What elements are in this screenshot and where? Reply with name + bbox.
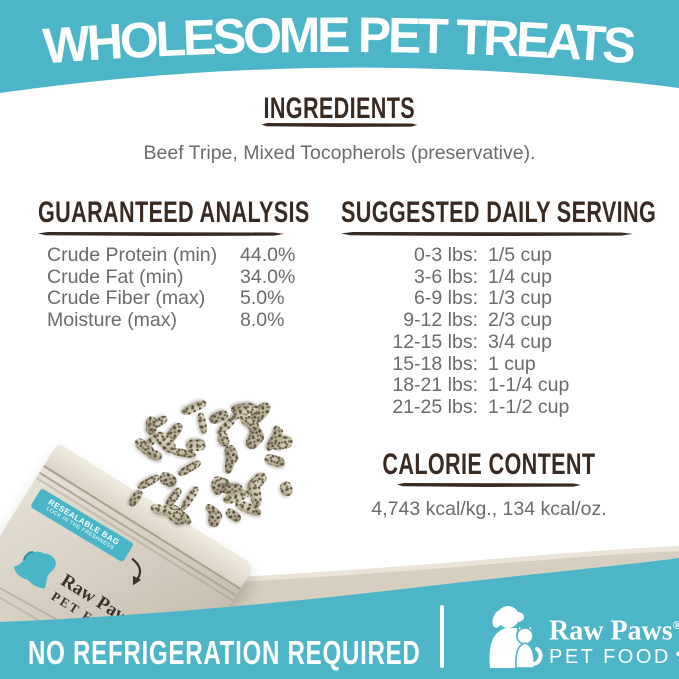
serving-amount: 1/3 cup bbox=[488, 287, 552, 310]
analysis-label: Crude Protein (min) bbox=[47, 244, 218, 266]
serving-weight: 21-25 lbs: bbox=[392, 395, 478, 418]
serving-row: 12-15 lbs: 3/4 cup bbox=[341, 330, 641, 354]
serving-weight: 15-18 lbs: bbox=[392, 352, 478, 375]
analysis-value: 5.0% bbox=[240, 287, 285, 310]
daily-serving-heading-text: SUGGESTED DAILY SERVING bbox=[341, 196, 657, 229]
serving-row: 18-21 lbs: 1-1/4 cup bbox=[341, 375, 641, 397]
serving-row: 21-25 lbs: 1-1/2 cup bbox=[341, 395, 641, 419]
serving-amount: 3/4 cup bbox=[488, 330, 552, 353]
header-banner: WHOLESOME PET TREATS bbox=[0, 0, 679, 93]
analysis-value: 8.0% bbox=[240, 308, 285, 331]
analysis-row: Crude Fiber (max) 5.0% bbox=[38, 288, 308, 310]
footer-brand-name-text: Raw Paws bbox=[549, 615, 673, 647]
footer-brand-sub: PET FOOD bbox=[549, 646, 679, 668]
serving-weight: 18-21 lbs: bbox=[392, 374, 478, 397]
footer-brand-sub-text: PET FOOD bbox=[549, 646, 671, 669]
guaranteed-analysis-heading-text: GUARANTEED ANALYSIS bbox=[38, 196, 310, 229]
serving-weight: 9-12 lbs: bbox=[403, 309, 478, 332]
paw-icon bbox=[676, 651, 679, 666]
serving-amount: 2/3 cup bbox=[488, 309, 552, 332]
guaranteed-analysis-table: Crude Protein (min) 44.0% Crude Fat (min… bbox=[38, 244, 308, 332]
serving-row: 0-3 lbs: 1/5 cup bbox=[341, 244, 641, 267]
calorie-content-heading: CALORIE CONTENT bbox=[341, 448, 637, 481]
serving-row: 15-18 lbs: 1 cup bbox=[341, 352, 641, 376]
serving-weight: 0-3 lbs: bbox=[414, 244, 478, 266]
analysis-row: Moisture (max) 8.0% bbox=[38, 308, 308, 332]
no-refrigeration-claim: NO REFRIGERATION REQUIRED bbox=[28, 634, 421, 671]
daily-serving-underline bbox=[341, 232, 633, 236]
ingredients-section: INGREDIENTS Beef Tripe, Mixed Tocopherol… bbox=[0, 92, 679, 165]
serving-amount: 1-1/2 cup bbox=[488, 395, 570, 418]
serving-amount: 1 cup bbox=[488, 352, 536, 375]
calorie-content-section: CALORIE CONTENT 4,743 kcal/kg., 134 kcal… bbox=[341, 448, 637, 521]
dog-icon bbox=[13, 550, 56, 589]
footer-brand-name: Raw Paws® bbox=[549, 610, 679, 646]
ingredients-text: Beef Tripe, Mixed Tocopherols (preservat… bbox=[143, 142, 536, 164]
analysis-row: Crude Fat (min) 34.0% bbox=[38, 265, 308, 289]
calorie-content-heading-text: CALORIE CONTENT bbox=[382, 448, 596, 481]
serving-amount: 1/4 cup bbox=[488, 265, 552, 288]
curved-arrow-icon bbox=[131, 558, 142, 586]
serving-amount: 1/5 cup bbox=[488, 244, 552, 266]
calorie-content-text: 4,743 kcal/kg., 134 kcal/oz. bbox=[371, 498, 607, 520]
ingredients-heading-text: INGREDIENTS bbox=[263, 92, 416, 125]
guaranteed-analysis-section: GUARANTEED ANALYSIS Crude Protein (min) … bbox=[38, 196, 310, 332]
serving-weight: 6-9 lbs: bbox=[414, 287, 478, 310]
serving-row: 3-6 lbs: 1/4 cup bbox=[341, 265, 641, 289]
analysis-value: 44.0% bbox=[240, 244, 296, 266]
footer-brand: Raw Paws® PET FOOD bbox=[549, 610, 679, 668]
ingredients-heading: INGREDIENTS bbox=[0, 92, 679, 125]
daily-serving-heading: SUGGESTED DAILY SERVING bbox=[341, 198, 656, 228]
footer-registered-mark: ® bbox=[672, 618, 679, 632]
ingredients-underline bbox=[261, 123, 418, 127]
analysis-value: 34.0% bbox=[240, 265, 296, 288]
guaranteed-analysis-underline bbox=[38, 232, 284, 236]
analysis-label: Moisture (max) bbox=[47, 308, 178, 331]
serving-row: 6-9 lbs: 1/3 cup bbox=[341, 288, 641, 310]
analysis-label: Crude Fat (min) bbox=[47, 265, 184, 288]
serving-weight: 3-6 lbs: bbox=[414, 265, 478, 288]
analysis-label: Crude Fiber (max) bbox=[47, 287, 206, 310]
dog-cat-icon bbox=[489, 606, 543, 669]
header-teal-shape bbox=[0, 0, 679, 93]
analysis-row: Crude Protein (min) 44.0% bbox=[38, 244, 308, 267]
serving-weight: 12-15 lbs: bbox=[392, 330, 478, 353]
serving-row: 9-12 lbs: 2/3 cup bbox=[341, 309, 641, 332]
daily-serving-section: SUGGESTED DAILY SERVING 0-3 lbs: 1/5 cup… bbox=[341, 198, 656, 419]
footer-divider bbox=[440, 605, 444, 668]
calorie-content-underline bbox=[397, 483, 581, 487]
serving-amount: 1-1/4 cup bbox=[488, 374, 570, 397]
guaranteed-analysis-heading: GUARANTEED ANALYSIS bbox=[38, 196, 310, 229]
daily-serving-table: 0-3 lbs: 1/5 cup 3-6 lbs: 1/4 cup 6-9 lb… bbox=[341, 244, 641, 419]
